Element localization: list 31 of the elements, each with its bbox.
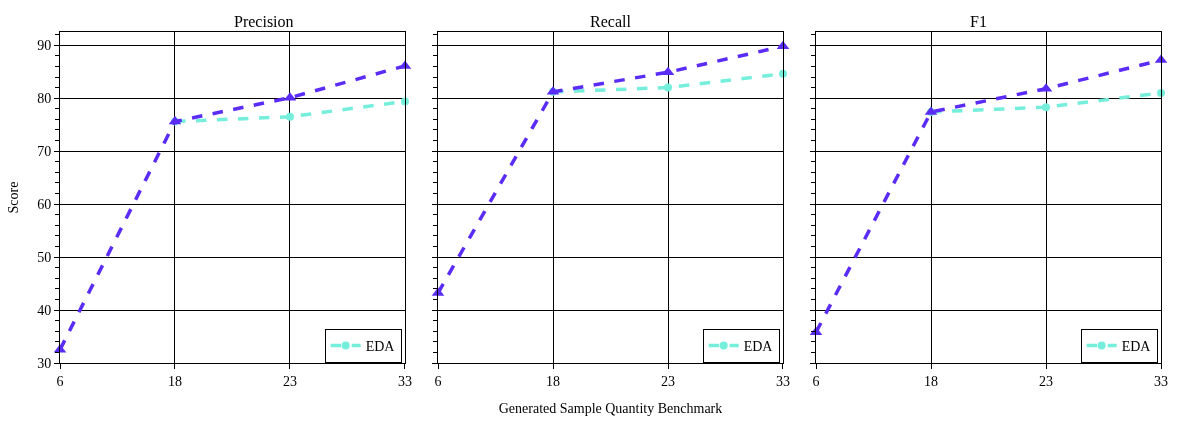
y-tick-label: 60 xyxy=(37,197,52,213)
x-axis-title: Generated Sample Quantity Benchmark xyxy=(498,401,723,417)
legend-label: EDA xyxy=(365,339,396,355)
x-tick-label: 6 xyxy=(56,373,64,389)
y-tick-label: 80 xyxy=(37,91,52,107)
point xyxy=(285,112,294,121)
point xyxy=(1042,103,1051,112)
x-tick-label: 33 xyxy=(1154,373,1168,389)
y-tick-label: 70 xyxy=(37,144,52,160)
x-tick-label: 23 xyxy=(661,373,675,389)
x-tick-label: 23 xyxy=(282,373,297,389)
legend-label: EDA xyxy=(743,339,774,355)
chart-title: Recall xyxy=(590,13,632,30)
y-tick-label: 40 xyxy=(37,302,52,318)
chart-title: F1 xyxy=(970,13,987,30)
x-tick-label: 33 xyxy=(397,373,412,389)
point xyxy=(400,97,409,106)
x-tick-label: 33 xyxy=(775,373,790,389)
x-tick-label: 23 xyxy=(1039,373,1054,389)
legend-label: EDA xyxy=(1121,339,1152,355)
x-tick-label: 18 xyxy=(167,373,182,389)
point xyxy=(664,83,672,92)
y-tick-label: 30 xyxy=(37,355,52,371)
chart-title: Precision xyxy=(234,13,294,30)
x-tick-label: 18 xyxy=(546,373,560,389)
x-tick-label: 6 xyxy=(812,373,820,389)
x-tick-label: 18 xyxy=(924,373,939,389)
y-tick-label: 50 xyxy=(37,249,52,265)
y-tick-label: 90 xyxy=(37,38,52,54)
y-axis-title: Score xyxy=(5,181,21,214)
x-tick-label: 6 xyxy=(434,373,442,389)
